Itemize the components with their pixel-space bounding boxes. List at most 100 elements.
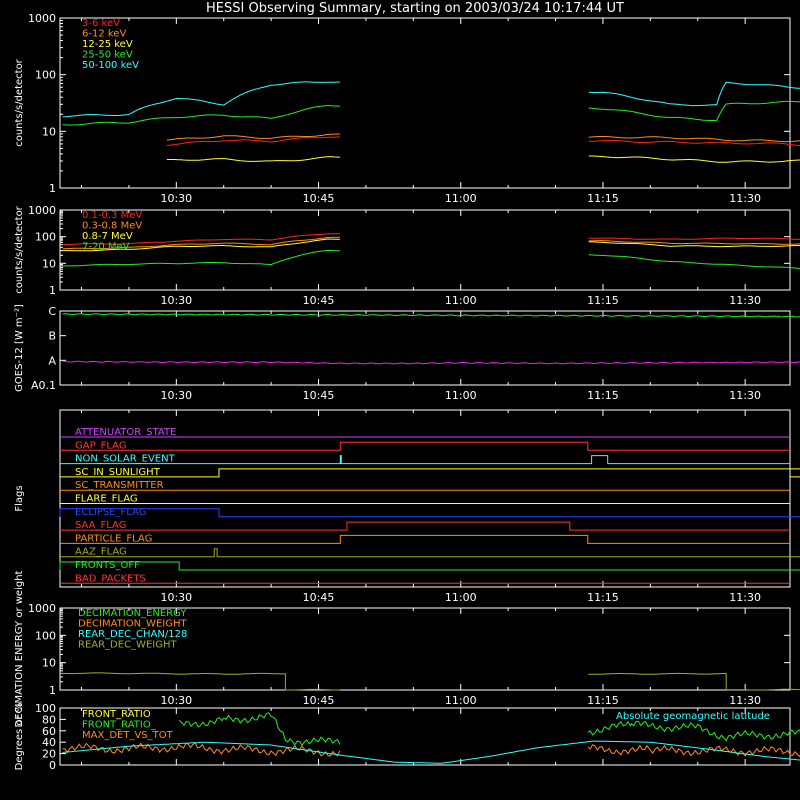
p4-flag-line <box>59 561 800 571</box>
p3-x-tick-label: 10:45 <box>303 389 335 402</box>
p5-legend-entry: DECIMATION_ENERGY <box>78 608 187 619</box>
p4-flag-label: ECLIPSE_FLAG <box>75 507 146 518</box>
p5-series-line <box>588 672 800 691</box>
p1-y-axis-label: counts/s/detector <box>14 58 25 146</box>
p6-legend-entry: FRONT_RATIO <box>82 709 151 720</box>
p4-flag-line <box>60 441 790 451</box>
p6-y-tick-label: 100 <box>35 702 56 715</box>
p2-series-line <box>588 240 800 245</box>
p1-legend-entry: 50-100 keV <box>82 60 139 71</box>
p1-x-tick-label: 11:00 <box>445 192 477 205</box>
p1-legend-entry: 25-50 keV <box>82 50 133 61</box>
p2-series-line <box>588 241 800 248</box>
p2-series-line <box>62 249 340 267</box>
p2-legend-entry: 7-20 MeV <box>82 242 130 253</box>
p3-y-axis: A0.1 ABC <box>31 305 66 392</box>
p1-x-tick-label: 10:45 <box>303 192 335 205</box>
p5-legend-entry: REAR_DEC_CHAN/128 <box>78 629 187 640</box>
p6-x-axis <box>81 708 746 765</box>
p2-y-axis: 1 10 100 1000 <box>28 204 790 297</box>
p2-legend-entry: 0.8-7 MeV <box>82 231 133 242</box>
p1-series-line <box>166 156 340 162</box>
p4-flag-label: FLARE_FLAG <box>75 494 138 505</box>
p1-y-tick-label: 1 <box>49 182 56 195</box>
p6-series-line <box>178 712 341 747</box>
p2-series-line <box>588 254 800 269</box>
p1-series-line <box>62 81 340 118</box>
p1-legend-entry: 6-12 keV <box>82 29 126 40</box>
p3-series-line <box>62 313 800 318</box>
p2-x-tick-label: 10:30 <box>160 294 192 307</box>
p4-flag-label: SAA_FLAG <box>75 520 126 531</box>
p6-y-tick-label: 0 <box>49 759 56 772</box>
p4-flag-label: AAZ_FLAG <box>75 547 127 558</box>
p3-y-tick-label: B <box>48 330 56 343</box>
p4-flag-label: GAP_FLAG <box>75 440 127 451</box>
p2-y-axis-label: counts/s/detector <box>14 205 25 293</box>
p1-y-axis: 1 10 100 1000 <box>28 12 790 195</box>
p1-series-line <box>588 81 800 107</box>
p3-series-line <box>62 360 800 365</box>
p3-y-tick-label: A <box>48 354 56 367</box>
p5-y-tick-label: 100 <box>35 629 56 642</box>
chart-title: HESSI Observing Summary, starting on 200… <box>206 1 624 16</box>
p1-x-tick-label: 10:30 <box>160 192 192 205</box>
p2-series-line <box>588 237 800 240</box>
p5-x-tick-label: 10:45 <box>303 694 335 707</box>
p5-x-tick-label: 11:30 <box>729 694 761 707</box>
p2-frame <box>59 209 791 291</box>
p5-series-line <box>59 672 340 691</box>
p2-series-line <box>62 238 340 252</box>
p6-y-tick-label: 20 <box>42 748 56 761</box>
p5-frame <box>59 607 791 691</box>
p4-flag-line <box>60 468 800 478</box>
p1-series-line <box>166 136 340 146</box>
p1-y-tick-label: 10 <box>42 125 56 138</box>
p3-x-tick-label: 11:00 <box>445 389 477 402</box>
p3-x-tick-label: 11:30 <box>729 389 761 402</box>
p3-y-tick-label: C <box>48 305 56 318</box>
p1-y-tick-label: 1000 <box>28 12 56 25</box>
p6-series-line <box>62 740 800 764</box>
p2-series-line <box>62 236 340 250</box>
p6-legend-entry: MAX_DET_VS_TOT <box>82 730 174 741</box>
p6-series-line <box>62 742 341 757</box>
p4-flag-line <box>59 508 800 518</box>
p5-y-tick-label: 1 <box>49 684 56 697</box>
p1-series-line <box>588 100 800 121</box>
p2-legend-entry: 0.1-0.3 MeV <box>82 210 142 221</box>
p2-legend-entry: 0.3-0.8 MeV <box>82 221 142 232</box>
p2-x-tick-label: 10:45 <box>303 294 335 307</box>
p4-flag-label: PARTICLE_FLAG <box>75 533 152 544</box>
p6-frame <box>59 707 791 766</box>
p5-y-tick-label: 1000 <box>28 602 56 615</box>
p4-flag-line <box>60 455 790 465</box>
p4-y-axis-label: Flags <box>14 485 25 511</box>
p2-series-line <box>62 233 340 246</box>
p5-y-axis-label: DECIMATION ENERGY or weight <box>14 570 25 727</box>
p2-y-tick-label: 10 <box>42 257 56 270</box>
p4-flag-label: ATTENUATOR_STATE <box>75 427 176 438</box>
p1-series-line <box>62 104 340 126</box>
p5-y-axis: 1 10 100 1000 <box>28 602 790 697</box>
p1-x-tick-label: 11:15 <box>587 192 619 205</box>
p1-series-line <box>588 139 800 147</box>
p6-y-tick-label: 40 <box>42 736 56 749</box>
p5-x-tick-label: 11:15 <box>587 694 619 707</box>
p2-y-tick-label: 100 <box>35 231 56 244</box>
p4-flag-line <box>60 548 800 558</box>
p3-x-tick-label: 11:15 <box>587 389 619 402</box>
p1-series-line <box>166 133 340 141</box>
p3-y-tick-label: A0.1 <box>31 379 56 392</box>
p6-series-line <box>587 720 800 742</box>
p5-legend-entry: DECIMATION_WEIGHT <box>78 619 187 630</box>
p4-flag-label: FRONTS_OFF <box>75 560 140 571</box>
p2-y-tick-label: 1000 <box>28 204 56 217</box>
p1-frame <box>59 17 791 189</box>
